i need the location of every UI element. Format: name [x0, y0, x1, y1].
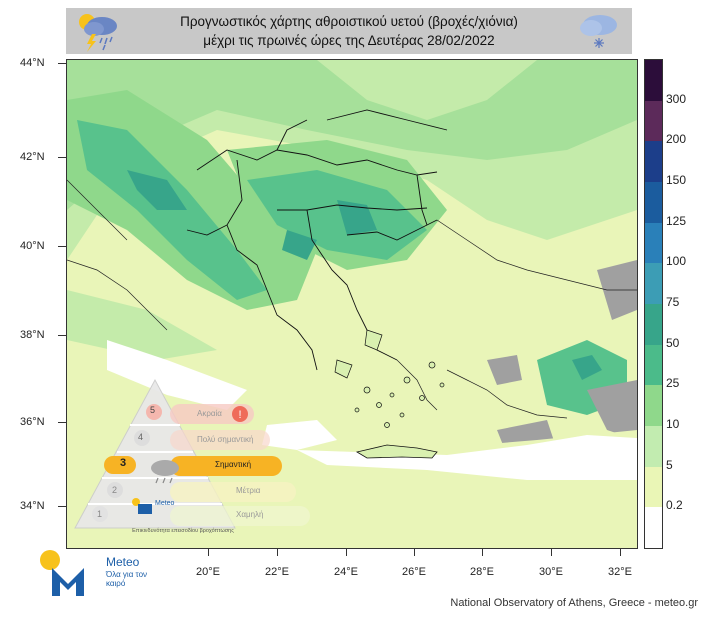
lon-label: 30°E	[539, 566, 563, 578]
legend-label: 5	[666, 457, 673, 472]
hazard-level-label: Χαμηλή	[236, 510, 264, 519]
legend-label: 100	[666, 254, 687, 269]
legend-band	[645, 60, 662, 101]
legend-band	[645, 466, 662, 508]
brand-name: Meteo	[106, 555, 140, 569]
hazard-level-label: Μέτρια	[236, 486, 261, 495]
thunderstorm-rain-icon	[72, 8, 126, 54]
lat-label: 42°N	[20, 151, 45, 163]
hazard-brand: Meteo	[155, 500, 175, 507]
lon-label: 32°E	[608, 566, 632, 578]
hazard-level-number: 4	[138, 432, 144, 442]
legend-band	[645, 385, 662, 427]
legend-band	[645, 507, 662, 549]
legend-band	[645, 141, 662, 183]
lat-label: 40°N	[20, 240, 45, 252]
legend-label: 50	[666, 335, 680, 350]
legend-label: 10	[666, 417, 680, 431]
lat-label: 34°N	[20, 500, 45, 512]
hazard-level-label: Πολύ σημαντική	[197, 435, 254, 444]
hazard-level-number: 2	[112, 485, 118, 495]
lat-tick	[58, 506, 66, 507]
legend-band	[645, 222, 662, 264]
legend-band	[645, 426, 662, 467]
legend-label: 200	[666, 132, 687, 147]
lat-tick	[58, 157, 66, 158]
lat-tick	[58, 335, 66, 336]
lon-tick	[277, 548, 278, 556]
credit-text: National Observatory of Athens, Greece -…	[450, 597, 698, 609]
hazard-level-label-active: Σημαντική	[215, 460, 252, 469]
meteo-logo	[36, 548, 156, 598]
precipitation-map	[66, 59, 638, 549]
lon-tick	[414, 548, 415, 556]
hazard-level-number-active: 3	[120, 457, 127, 469]
lat-tick	[58, 246, 66, 247]
title-bar: Προγνωστικός χάρτης αθροιστικού υετού (β…	[66, 8, 632, 54]
brand-slogan: Όλα για τον καιρό	[106, 570, 148, 588]
hazard-pyramid: !	[70, 378, 320, 538]
hazard-level-number: 1	[97, 509, 103, 519]
lon-label: 26°E	[402, 566, 426, 578]
legend-label: 75	[666, 295, 680, 309]
legend-band	[645, 344, 662, 386]
lon-label: 28°E	[470, 566, 494, 578]
hazard-level-label: Ακραία	[197, 409, 222, 418]
legend-label: 0.2	[666, 498, 683, 513]
lon-label: 22°E	[265, 566, 289, 578]
svg-text:!: !	[238, 409, 241, 421]
legend-band	[645, 304, 662, 345]
legend-label: 125	[666, 213, 687, 228]
legend-band	[645, 182, 662, 223]
map-title-line2: μέχρι τις πρωινές ώρες της Δευτέρας 28/0…	[203, 33, 495, 48]
map-title-line1: Προγνωστικός χάρτης αθροιστικού υετού (β…	[180, 14, 518, 29]
lat-label: 44°N	[20, 57, 45, 69]
lat-tick	[58, 63, 66, 64]
lat-tick	[58, 422, 66, 423]
lon-label: 20°E	[196, 566, 220, 578]
lon-tick	[208, 548, 209, 556]
hazard-caption: Επικινδυνότητα επεισοδίου βροχόπτωσης	[132, 528, 234, 534]
legend-label: 150	[666, 173, 687, 187]
legend-label: 25	[666, 376, 680, 391]
legend-band	[645, 100, 662, 142]
legend-band	[645, 263, 662, 305]
lon-tick	[482, 548, 483, 556]
lon-tick	[551, 548, 552, 556]
lat-label: 38°N	[20, 329, 45, 341]
snow-cloud-icon	[572, 8, 626, 54]
lon-tick	[346, 548, 347, 556]
hazard-level-number: 5	[150, 405, 156, 415]
legend-label: 300	[666, 91, 687, 106]
lat-label: 36°N	[20, 416, 45, 428]
map-title: Προγνωστικός χάρτης αθροιστικού υετού (β…	[66, 12, 632, 50]
precipitation-legend-bar	[644, 59, 663, 549]
lon-label: 24°E	[334, 566, 358, 578]
lon-tick	[620, 548, 621, 556]
